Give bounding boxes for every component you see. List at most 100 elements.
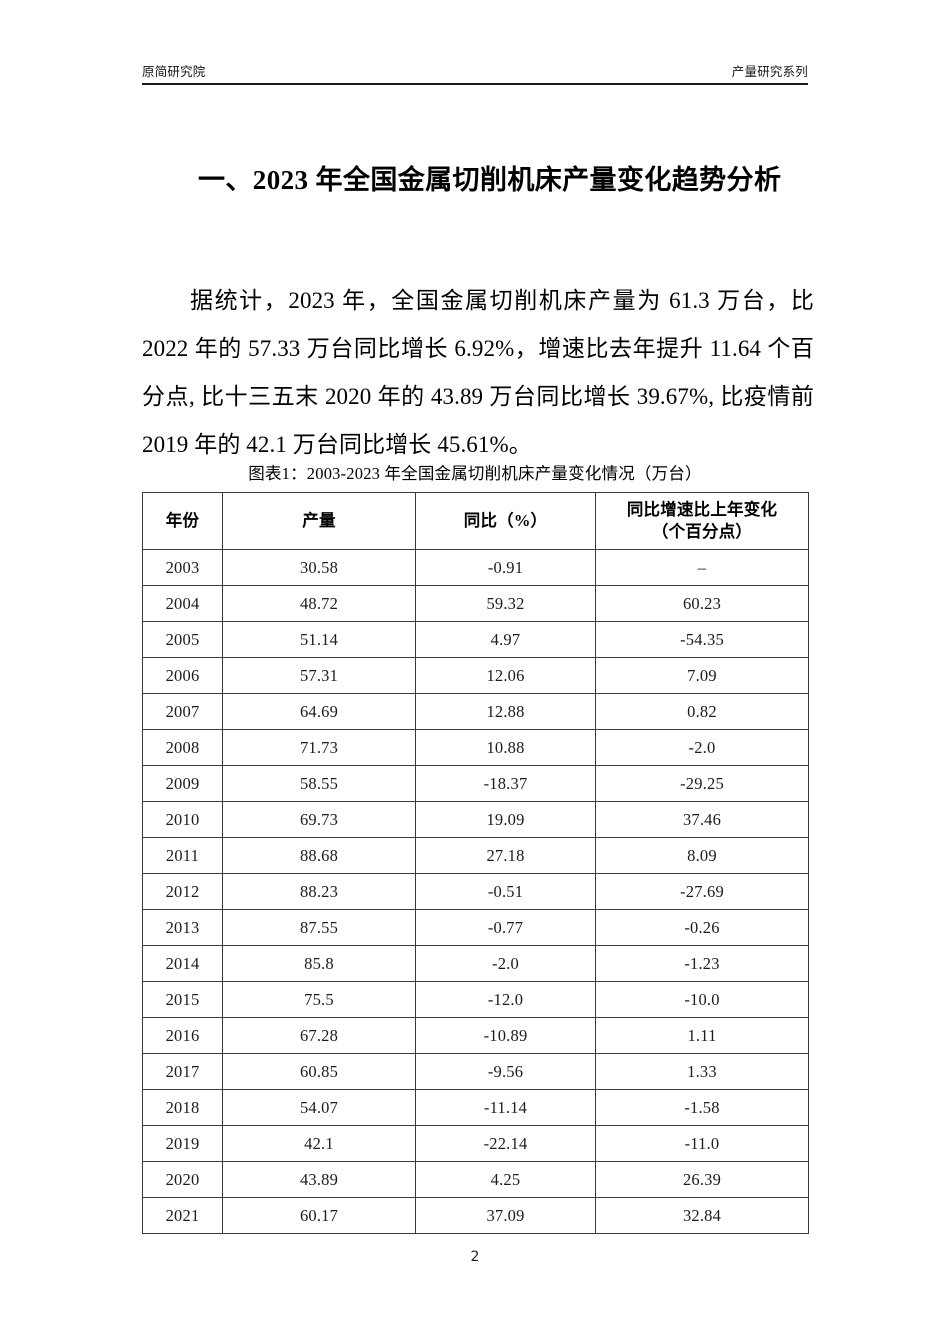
body-paragraph: 据统计，2023 年，全国金属切削机床产量为 61.3 万台，比 2022 年的… bbox=[142, 288, 814, 457]
page-number: 2 bbox=[470, 1249, 480, 1265]
table-row: 2014 85.8 -2.0 -1.23 bbox=[142, 945, 809, 982]
table-row: 2012 88.23 -0.51 -27.69 bbox=[142, 873, 809, 910]
table-row: 2008 71.73 10.88 -2.0 bbox=[142, 729, 809, 766]
cell-year: 2013 bbox=[142, 909, 223, 946]
table-row: 2017 60.85 -9.56 1.33 bbox=[142, 1053, 809, 1090]
cell-yoy: 37.09 bbox=[415, 1197, 596, 1234]
cell-delta: 1.33 bbox=[595, 1053, 809, 1090]
cell-delta: 7.09 bbox=[595, 657, 809, 694]
cell-year: 2003 bbox=[142, 549, 223, 586]
table-row: 2021 60.17 37.09 32.84 bbox=[142, 1197, 809, 1234]
cell-delta: 0.82 bbox=[595, 693, 809, 730]
header-organization: 原简研究院 bbox=[142, 64, 206, 79]
cell-delta: 37.46 bbox=[595, 801, 809, 838]
cell-year: 2011 bbox=[142, 837, 223, 874]
cell-output: 87.55 bbox=[222, 909, 416, 946]
column-header-year: 年份 bbox=[142, 492, 223, 550]
cell-year: 2018 bbox=[142, 1089, 223, 1126]
cell-year: 2019 bbox=[142, 1125, 223, 1162]
table-header-row: 年份 产量 同比（%） 同比增速比上年变化 （个百分点） bbox=[142, 492, 809, 550]
table-row: 2016 67.28 -10.89 1.11 bbox=[142, 1017, 809, 1054]
cell-output: 71.73 bbox=[222, 729, 416, 766]
table-row: 2009 58.55 -18.37 -29.25 bbox=[142, 765, 809, 802]
cell-yoy: -22.14 bbox=[415, 1125, 596, 1162]
cell-year: 2004 bbox=[142, 585, 223, 622]
table-row: 2005 51.14 4.97 -54.35 bbox=[142, 621, 809, 658]
cell-output: 30.58 bbox=[222, 549, 416, 586]
cell-output: 75.5 bbox=[222, 981, 416, 1018]
cell-yoy: -0.91 bbox=[415, 549, 596, 586]
cell-delta: 60.23 bbox=[595, 585, 809, 622]
cell-year: 2017 bbox=[142, 1053, 223, 1090]
cell-output: 64.69 bbox=[222, 693, 416, 730]
header-series: 产量研究系列 bbox=[731, 64, 808, 79]
cell-year: 2008 bbox=[142, 729, 223, 766]
table-row: 2018 54.07 -11.14 -1.58 bbox=[142, 1089, 809, 1126]
cell-output: 42.1 bbox=[222, 1125, 416, 1162]
cell-yoy: -12.0 bbox=[415, 981, 596, 1018]
running-header: 原简研究院 产量研究系列 bbox=[142, 64, 808, 85]
cell-yoy: 10.88 bbox=[415, 729, 596, 766]
cell-delta: 26.39 bbox=[595, 1161, 809, 1198]
cell-yoy: 4.97 bbox=[415, 621, 596, 658]
table-row: 2007 64.69 12.88 0.82 bbox=[142, 693, 809, 730]
table-row: 2003 30.58 -0.91– bbox=[142, 549, 809, 586]
cell-output: 67.28 bbox=[222, 1017, 416, 1054]
column-header-delta-line2: （个百分点） bbox=[651, 522, 753, 541]
cell-yoy: -11.14 bbox=[415, 1089, 596, 1126]
cell-year: 2015 bbox=[142, 981, 223, 1018]
table-caption: 图表1：2003-2023 年全国金属切削机床产量变化情况（万台） bbox=[248, 464, 702, 483]
cell-delta: -10.0 bbox=[595, 981, 809, 1018]
cell-year: 2014 bbox=[142, 945, 223, 982]
cell-output: 88.68 bbox=[222, 837, 416, 874]
table-row: 2004 48.72 59.32 60.23 bbox=[142, 585, 809, 622]
table-row: 2006 57.31 12.06 7.09 bbox=[142, 657, 809, 694]
cell-yoy: 59.32 bbox=[415, 585, 596, 622]
cell-delta: -29.25 bbox=[595, 765, 809, 802]
cell-delta: 8.09 bbox=[595, 837, 809, 874]
cell-delta: 32.84 bbox=[595, 1197, 809, 1234]
cell-year: 2020 bbox=[142, 1161, 223, 1198]
table-row: 2015 75.5 -12.0 -10.0 bbox=[142, 981, 809, 1018]
cell-delta: -54.35 bbox=[595, 621, 809, 658]
cell-yoy: -18.37 bbox=[415, 765, 596, 802]
cell-output: 69.73 bbox=[222, 801, 416, 838]
cell-delta: -27.69 bbox=[595, 873, 809, 910]
cell-output: 58.55 bbox=[222, 765, 416, 802]
cell-year: 2006 bbox=[142, 657, 223, 694]
cell-output: 48.72 bbox=[222, 585, 416, 622]
table-row: 2019 42.1 -22.14 -11.0 bbox=[142, 1125, 809, 1162]
section-heading: 一、2023 年全国金属切削机床产量变化趋势分析 bbox=[198, 165, 782, 196]
cell-delta: -1.23 bbox=[595, 945, 809, 982]
cell-year: 2012 bbox=[142, 873, 223, 910]
cell-yoy: -0.51 bbox=[415, 873, 596, 910]
column-header-yoy: 同比（%） bbox=[415, 492, 596, 550]
cell-yoy: 12.88 bbox=[415, 693, 596, 730]
column-header-output: 产量 bbox=[222, 492, 416, 550]
cell-output: 85.8 bbox=[222, 945, 416, 982]
cell-output: 88.23 bbox=[222, 873, 416, 910]
cell-output: 60.17 bbox=[222, 1197, 416, 1234]
table-body: 2003 30.58 -0.91–2004 48.72 59.32 60.23 2005 51… bbox=[142, 549, 809, 1234]
column-header-delta-line1: 同比增速比上年变化 bbox=[626, 500, 778, 519]
cell-year: 2021 bbox=[142, 1197, 223, 1234]
cell-year: 2009 bbox=[142, 765, 223, 802]
table-row: 2011 88.68 27.18 8.09 bbox=[142, 837, 809, 874]
cell-output: 57.31 bbox=[222, 657, 416, 694]
cell-yoy: -9.56 bbox=[415, 1053, 596, 1090]
cell-year: 2007 bbox=[142, 693, 223, 730]
table-row: 2020 43.89 4.25 26.39 bbox=[142, 1161, 809, 1198]
cell-yoy: -2.0 bbox=[415, 945, 596, 982]
cell-yoy: -0.77 bbox=[415, 909, 596, 946]
table-row: 2013 87.55 -0.77 -0.26 bbox=[142, 909, 809, 946]
cell-delta: 1.11 bbox=[595, 1017, 809, 1054]
cell-yoy: 4.25 bbox=[415, 1161, 596, 1198]
cell-output: 54.07 bbox=[222, 1089, 416, 1126]
cell-delta: – bbox=[595, 549, 809, 586]
cell-year: 2005 bbox=[142, 621, 223, 658]
cell-yoy: 27.18 bbox=[415, 837, 596, 874]
cell-yoy: 19.09 bbox=[415, 801, 596, 838]
cell-yoy: -10.89 bbox=[415, 1017, 596, 1054]
production-data-table: 年份 产量 同比（%） 同比增速比上年变化 （个百分点） 2003 30.58 -0… bbox=[142, 492, 809, 1234]
